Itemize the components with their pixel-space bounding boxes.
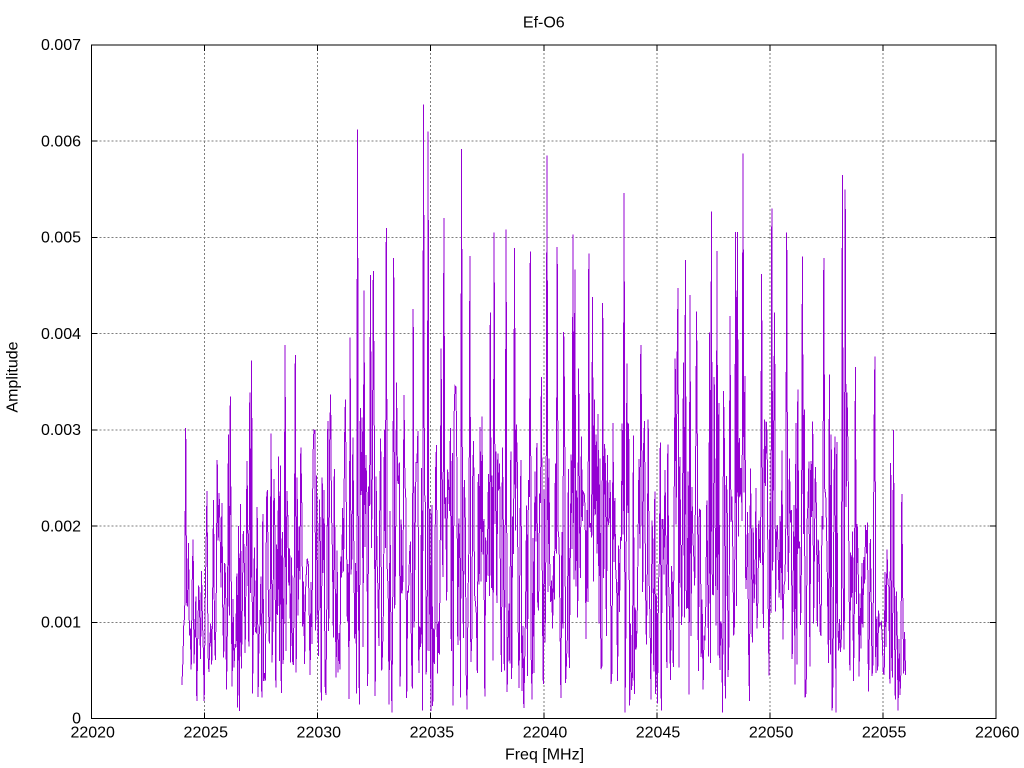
svg-text:0.003: 0.003 — [41, 422, 81, 439]
svg-text:22020: 22020 — [70, 725, 115, 742]
svg-text:0.002: 0.002 — [41, 518, 81, 535]
svg-text:0: 0 — [72, 711, 81, 728]
svg-text:22025: 22025 — [184, 725, 229, 742]
svg-text:22060: 22060 — [975, 725, 1020, 742]
svg-text:0.006: 0.006 — [41, 133, 81, 150]
svg-text:0.007: 0.007 — [41, 37, 81, 54]
svg-text:Ef-O6: Ef-O6 — [523, 15, 565, 32]
svg-text:0.004: 0.004 — [41, 326, 81, 343]
svg-text:0.005: 0.005 — [41, 230, 81, 247]
svg-text:Amplitude: Amplitude — [5, 341, 22, 412]
svg-text:22035: 22035 — [410, 725, 455, 742]
svg-text:22055: 22055 — [862, 725, 907, 742]
svg-text:22050: 22050 — [749, 725, 794, 742]
svg-text:Freq [MHz]: Freq [MHz] — [505, 747, 584, 764]
svg-text:22030: 22030 — [297, 725, 342, 742]
svg-text:0.001: 0.001 — [41, 615, 81, 632]
svg-text:22040: 22040 — [523, 725, 568, 742]
svg-text:22045: 22045 — [636, 725, 681, 742]
